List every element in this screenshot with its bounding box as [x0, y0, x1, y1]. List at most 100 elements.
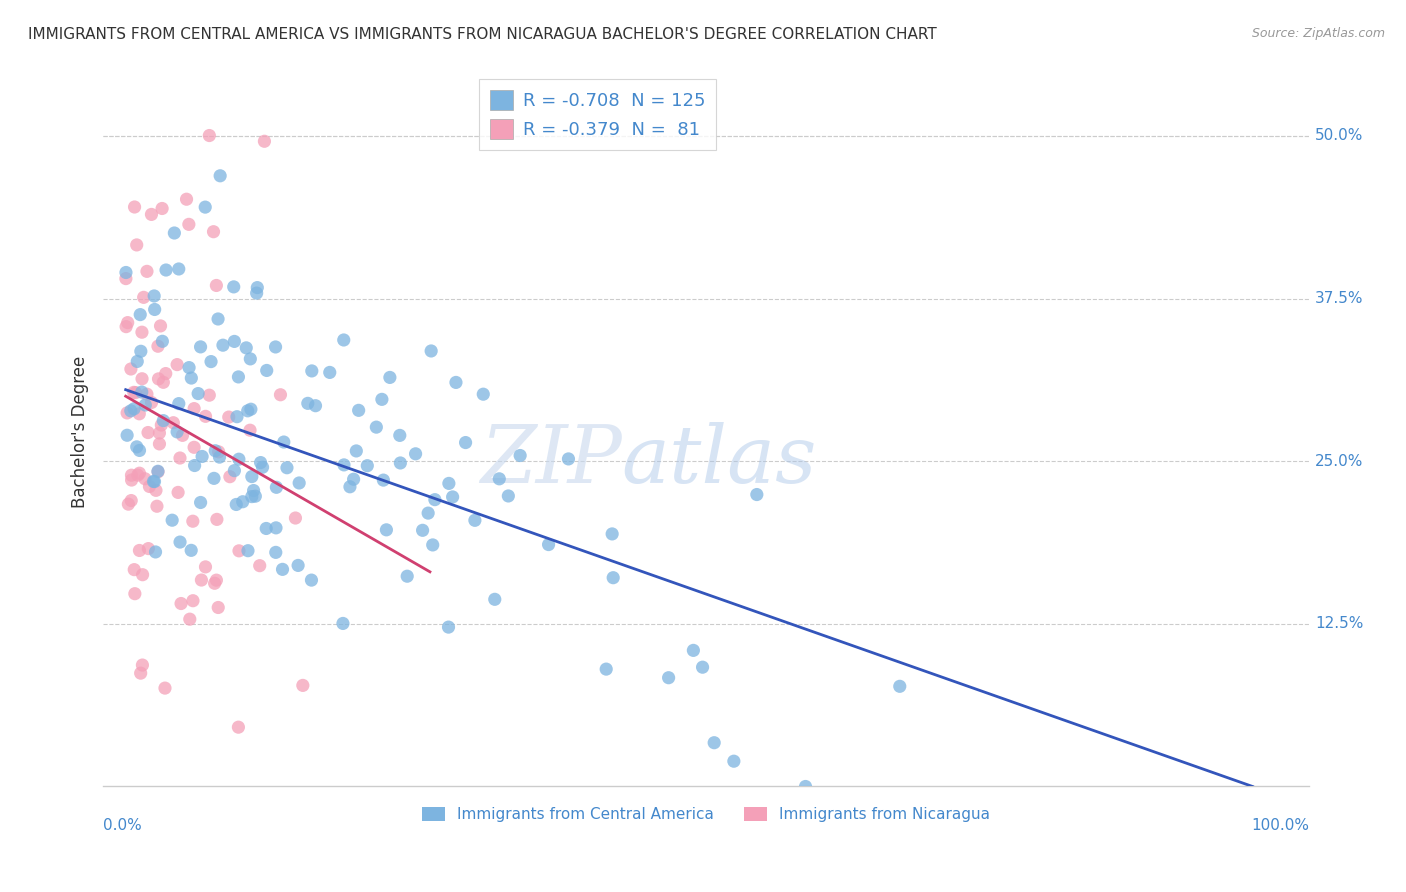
Point [389, 456, 412, 470]
Point [205, 278, 228, 293]
Point [180, 543, 202, 558]
Point [207, 600, 229, 615]
Legend: Immigrants from Central America, Immigrants from Nicaragua: Immigrants from Central America, Immigra… [416, 801, 997, 829]
Point [141, 207, 163, 221]
Point [682, 643, 704, 657]
Point [136, 425, 159, 440]
Point [304, 399, 326, 413]
Point [249, 456, 271, 470]
Point [129, 308, 152, 322]
Point [332, 616, 354, 631]
Point [264, 545, 287, 559]
Text: 37.5%: 37.5% [1315, 291, 1364, 306]
Point [484, 592, 506, 607]
Point [146, 500, 169, 514]
Point [162, 416, 184, 430]
Point [205, 573, 228, 587]
Point [136, 264, 159, 278]
Point [143, 302, 166, 317]
Point [177, 360, 200, 375]
Point [131, 567, 153, 582]
Point [537, 537, 560, 551]
Point [202, 225, 225, 239]
Point [204, 576, 226, 591]
Point [143, 289, 166, 303]
Point [115, 265, 138, 279]
Point [145, 483, 167, 498]
Point [120, 493, 142, 508]
Point [595, 662, 617, 676]
Text: Source: ZipAtlas.com: Source: ZipAtlas.com [1251, 27, 1385, 40]
Point [240, 490, 263, 504]
Point [723, 754, 745, 768]
Point [187, 386, 209, 401]
Point [146, 339, 169, 353]
Point [228, 720, 250, 734]
Point [224, 334, 246, 349]
Point [183, 440, 205, 454]
Point [239, 423, 262, 437]
Point [115, 271, 138, 285]
Point [366, 420, 388, 434]
Point [356, 458, 378, 473]
Point [264, 340, 287, 354]
Point [225, 498, 247, 512]
Point [153, 681, 176, 695]
Point [454, 435, 477, 450]
Point [235, 341, 257, 355]
Point [131, 325, 153, 339]
Point [388, 428, 411, 442]
Text: atlas: atlas [621, 422, 817, 500]
Point [122, 563, 145, 577]
Point [166, 425, 188, 439]
Point [181, 593, 204, 607]
Point [150, 202, 173, 216]
Point [183, 401, 205, 416]
Point [131, 658, 153, 673]
Point [179, 612, 201, 626]
Point [121, 473, 143, 487]
Point [301, 364, 323, 378]
Point [120, 404, 142, 418]
Point [557, 451, 579, 466]
Point [122, 385, 145, 400]
Point [288, 475, 311, 490]
Point [264, 521, 287, 535]
Point [138, 541, 160, 556]
Point [190, 573, 212, 587]
Point [149, 318, 172, 333]
Point [170, 597, 193, 611]
Point [498, 489, 520, 503]
Point [191, 450, 214, 464]
Point [176, 192, 198, 206]
Point [444, 376, 467, 390]
Text: 100.0%: 100.0% [1251, 818, 1309, 833]
Point [253, 134, 276, 148]
Point [132, 290, 155, 304]
Point [342, 472, 364, 486]
Point [488, 472, 510, 486]
Point [131, 372, 153, 386]
Point [131, 385, 153, 400]
Point [152, 414, 174, 428]
Point [128, 407, 150, 421]
Point [236, 404, 259, 418]
Point [134, 398, 156, 412]
Point [150, 417, 173, 432]
Point [167, 485, 190, 500]
Point [420, 343, 443, 358]
Point [134, 472, 156, 486]
Point [222, 280, 245, 294]
Point [125, 440, 148, 454]
Point [242, 483, 264, 498]
Point [167, 262, 190, 277]
Point [177, 218, 200, 232]
Point [339, 480, 361, 494]
Point [291, 678, 314, 692]
Point [375, 523, 398, 537]
Point [167, 396, 190, 410]
Point [509, 449, 531, 463]
Point [117, 316, 139, 330]
Point [249, 558, 271, 573]
Point [266, 480, 288, 494]
